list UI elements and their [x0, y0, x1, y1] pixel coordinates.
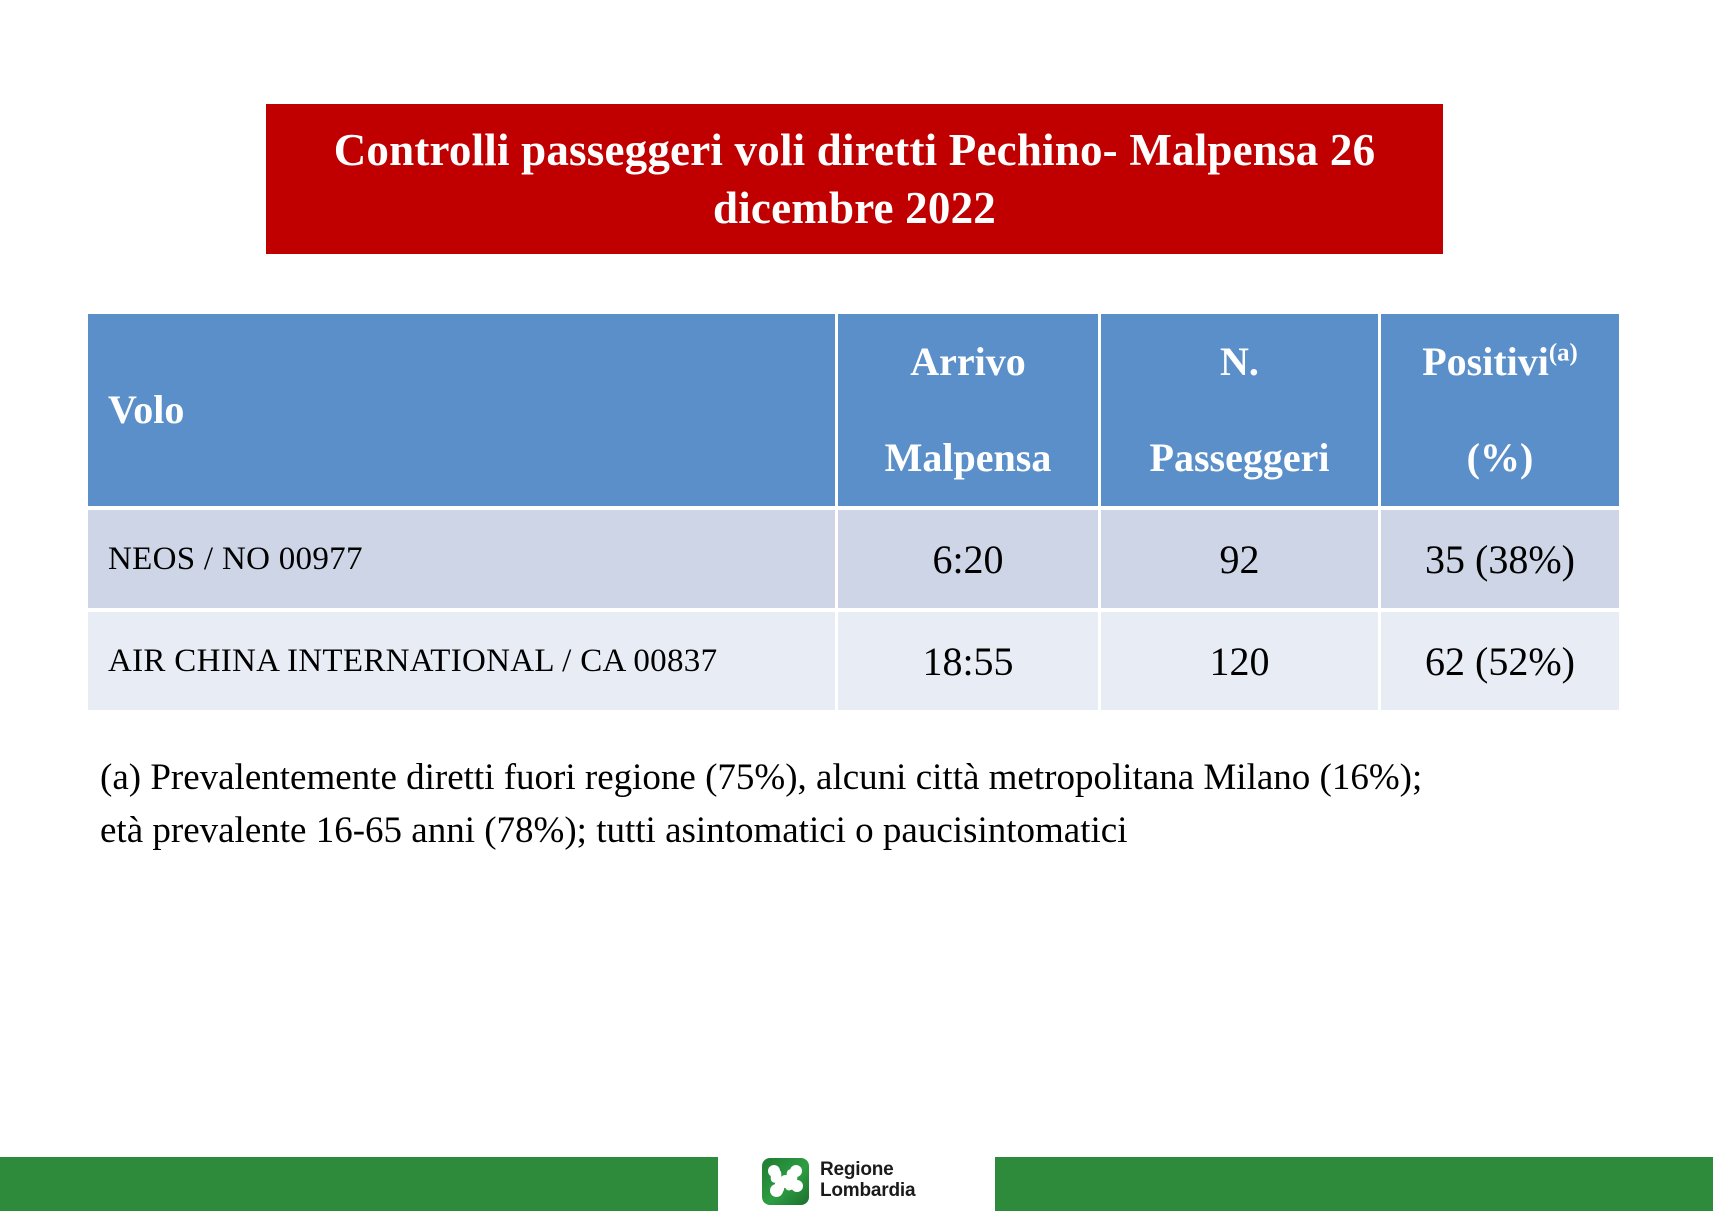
footnote-line-1: (a) Prevalentemente diretti fuori region…: [100, 757, 1423, 798]
footnote-marker-a: (a): [1548, 339, 1578, 367]
cell-arrivo: 18:55: [838, 612, 1101, 710]
rosa-camuna-icon: [762, 1157, 809, 1205]
table-body: NEOS / NO 00977 6:20 92 35 (38%) AIR CHI…: [88, 510, 1619, 710]
column-header-n-passeggeri: N. Passeggeri: [1101, 314, 1381, 510]
table-row: AIR CHINA INTERNATIONAL / CA 00837 18:55…: [88, 612, 1619, 710]
cell-passeggeri: 92: [1101, 510, 1381, 612]
column-header-arrivo-malpensa: Arrivo Malpensa: [838, 314, 1101, 510]
cell-volo: AIR CHINA INTERNATIONAL / CA 00837: [88, 612, 838, 710]
column-header-volo: Volo: [88, 314, 838, 510]
column-header-volo-label: Volo: [108, 387, 185, 432]
flights-table: Volo Arrivo Malpensa N. Passeggeri Posit…: [88, 314, 1619, 710]
cell-volo: NEOS / NO 00977: [88, 510, 838, 612]
column-header-positivi-line2: (%): [1466, 435, 1534, 480]
page-title: Controlli passeggeri voli diretti Pechin…: [266, 121, 1443, 238]
column-header-positivi-word: Positivi: [1422, 339, 1549, 384]
column-header-passeggeri-line1: N.: [1220, 339, 1259, 384]
footnote: (a) Prevalentemente diretti fuori region…: [100, 752, 1620, 857]
title-line-1: Controlli passeggeri voli diretti Pechin…: [333, 124, 1118, 175]
regione-lombardia-logo: Regione Lombardia: [762, 1153, 916, 1209]
footer-band-right: [995, 1157, 1713, 1211]
footer-band: Regione Lombardia: [0, 1157, 1713, 1211]
column-header-passeggeri-line2: Passeggeri: [1149, 435, 1330, 480]
column-header-arrivo-line1: Arrivo: [910, 339, 1026, 384]
table-header: Volo Arrivo Malpensa N. Passeggeri Posit…: [88, 314, 1619, 510]
title-banner: Controlli passeggeri voli diretti Pechin…: [266, 104, 1443, 254]
cell-positivi: 62 (52%): [1381, 612, 1619, 710]
cell-positivi: 35 (38%): [1381, 510, 1619, 612]
title-line-2: Malpensa 26 dicembre 2022: [713, 124, 1376, 234]
column-header-arrivo-line2: Malpensa: [884, 435, 1052, 480]
logo-line-1: Regione: [820, 1159, 894, 1181]
cell-arrivo: 6:20: [838, 510, 1101, 612]
cell-passeggeri: 120: [1101, 612, 1381, 710]
logo-wordmark: Regione Lombardia: [820, 1159, 916, 1201]
column-header-positivi: Positivi(a) (%): [1381, 314, 1619, 510]
footer-band-left: [0, 1157, 718, 1211]
table-header-row: Volo Arrivo Malpensa N. Passeggeri Posit…: [88, 314, 1619, 510]
logo-line-2: Lombardia: [820, 1180, 916, 1201]
column-header-positivi-line1: Positivi(a): [1391, 331, 1609, 393]
table-row: NEOS / NO 00977 6:20 92 35 (38%): [88, 510, 1619, 612]
footnote-line-2: età prevalente 16-65 anni (78%); tutti a…: [100, 809, 1128, 851]
